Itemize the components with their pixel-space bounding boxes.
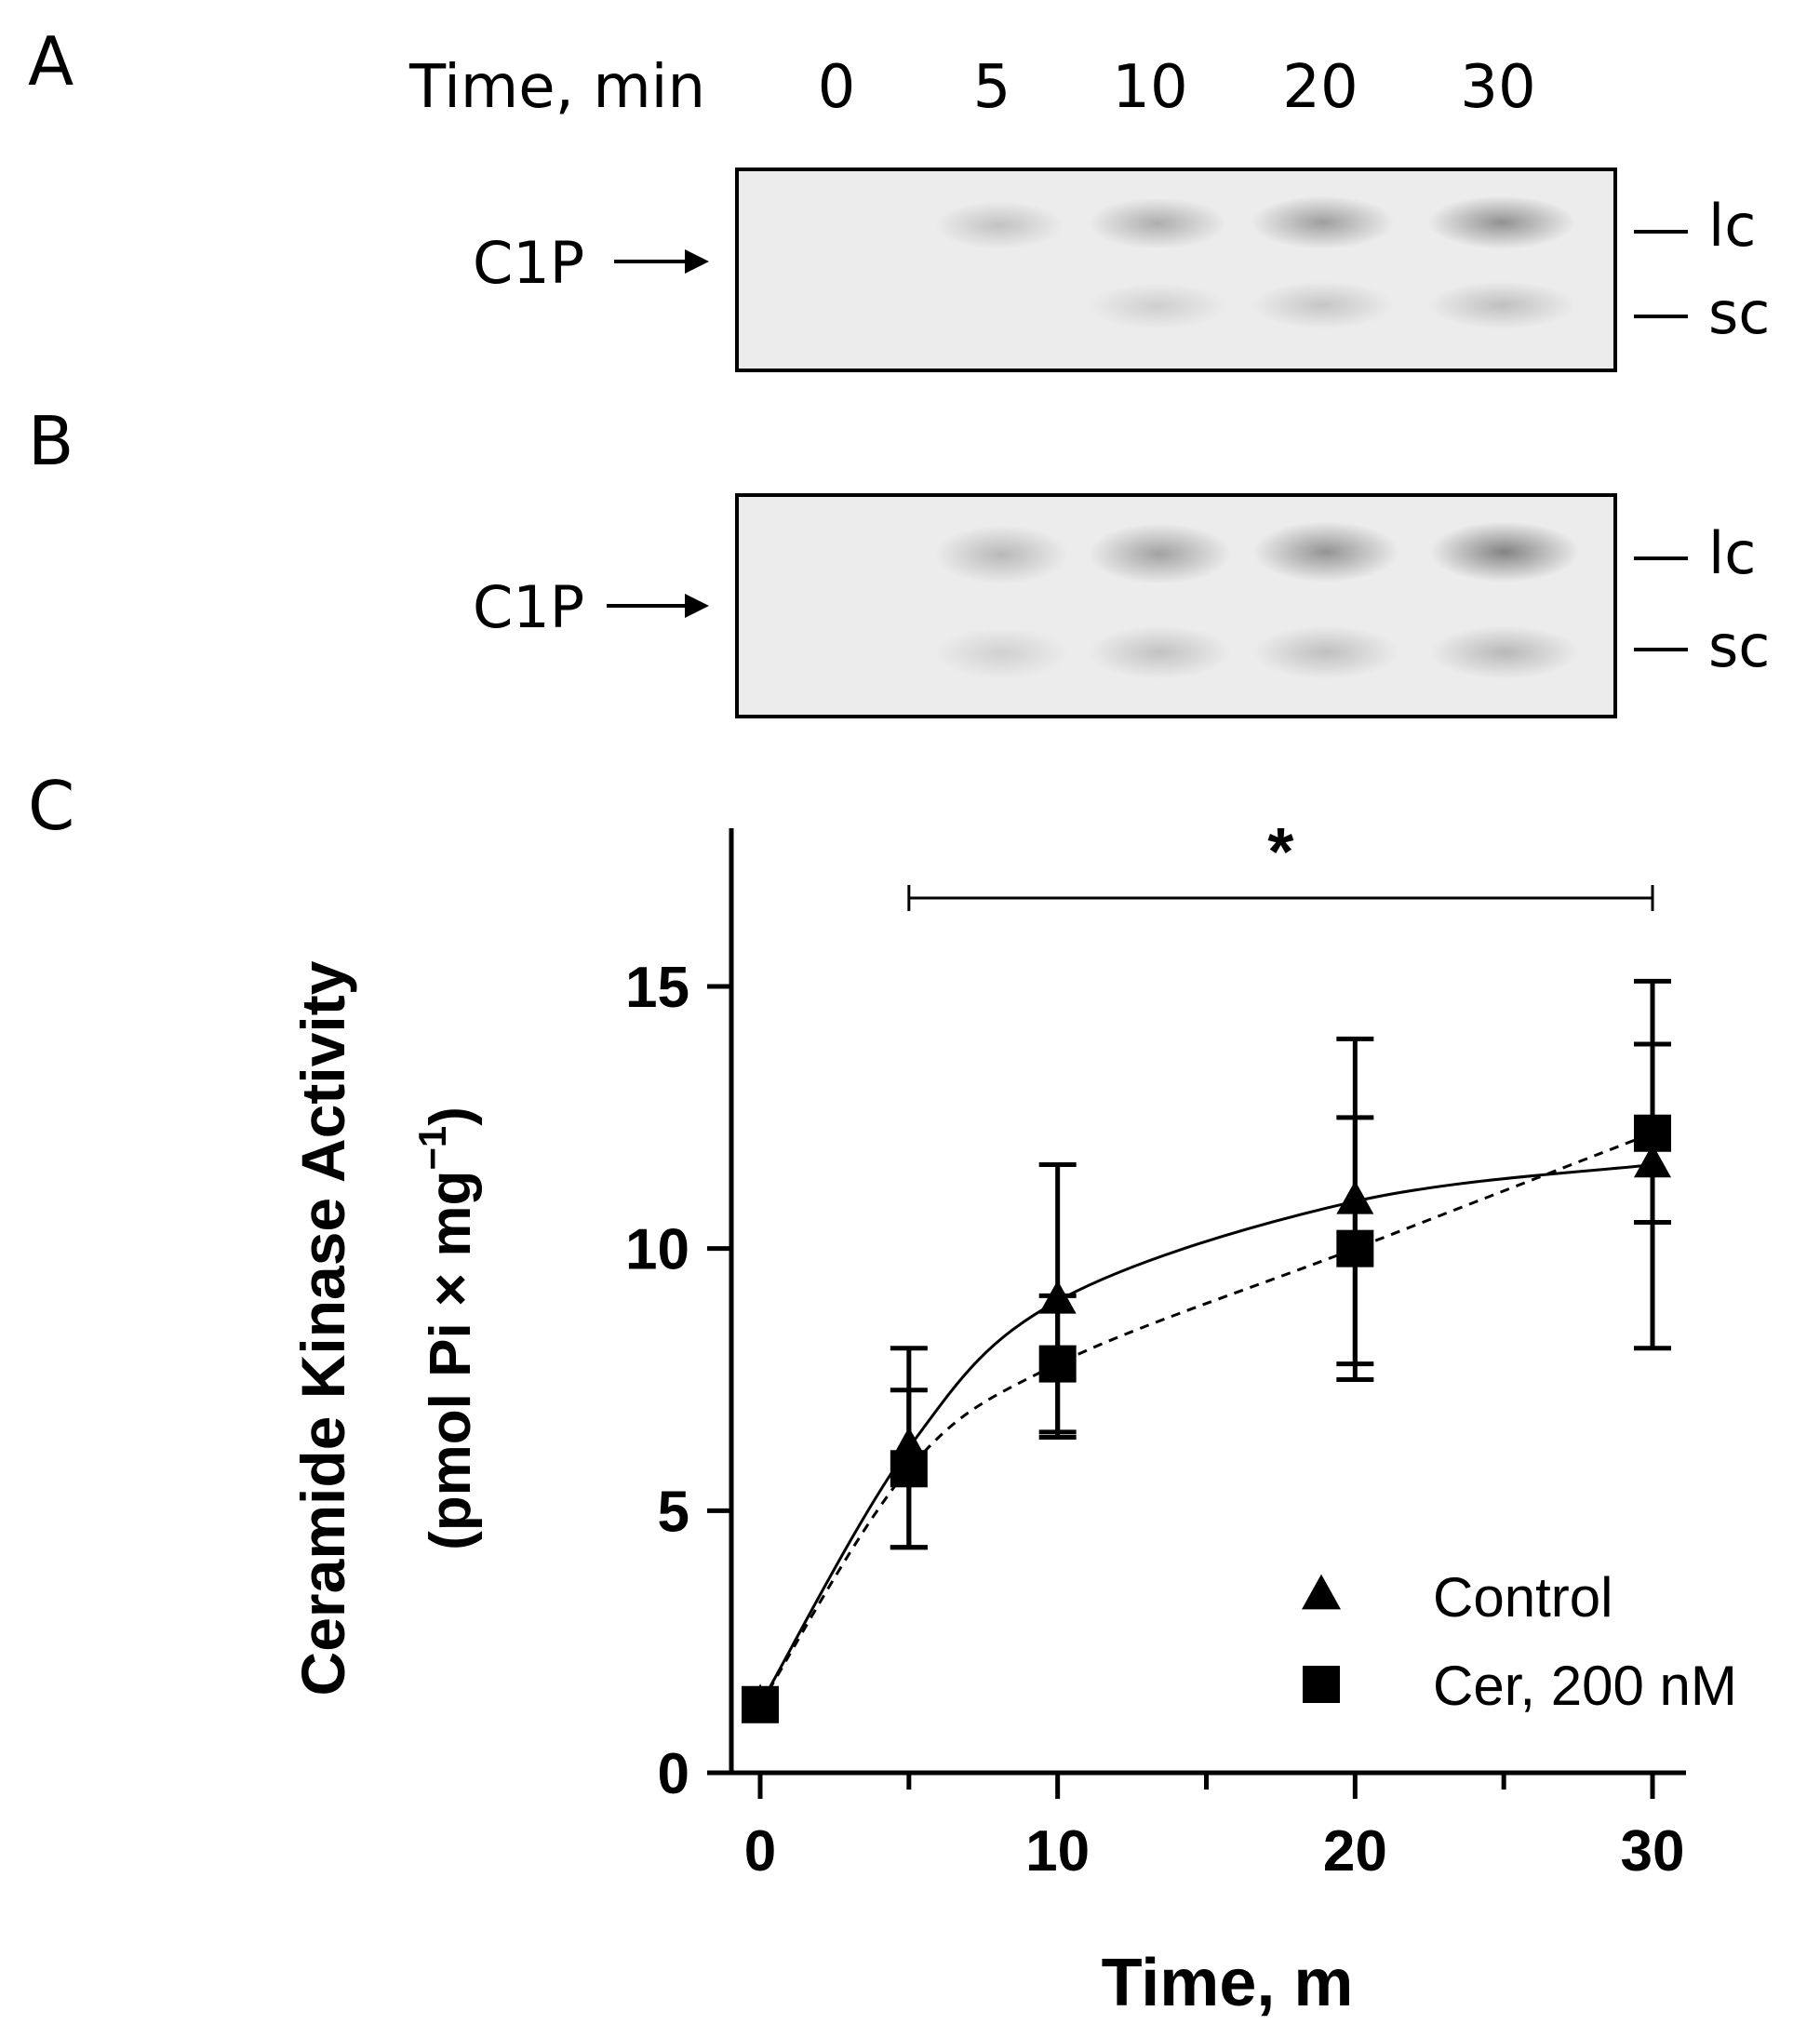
band-lc bbox=[1251, 195, 1395, 249]
lc-marker-line-b bbox=[1634, 556, 1688, 560]
y-axis-label-line2: (pmol Pi × mg−1) bbox=[410, 1106, 483, 1550]
y-tick-label: 15 bbox=[625, 956, 689, 1020]
c1p-label-a: C1P bbox=[473, 229, 585, 297]
significance-star: * bbox=[1267, 815, 1293, 890]
data-point-cer bbox=[1038, 1345, 1077, 1383]
gel-image-a bbox=[735, 168, 1617, 372]
band-sc bbox=[1252, 625, 1399, 679]
lane-label-30: 30 bbox=[1460, 53, 1536, 122]
data-point-control bbox=[1038, 1280, 1077, 1314]
band-lc bbox=[1429, 521, 1580, 583]
data-point-cer bbox=[1336, 1229, 1374, 1267]
legend-marker-cer bbox=[1303, 1666, 1340, 1703]
sc-marker-label-b: sc bbox=[1708, 612, 1771, 680]
c1p-arrow-a bbox=[614, 249, 709, 274]
band-sc bbox=[1429, 625, 1580, 679]
gel-image-b bbox=[735, 493, 1617, 718]
y-tick-label: 5 bbox=[658, 1480, 689, 1544]
band-sc bbox=[934, 627, 1069, 679]
sc-marker-line-b bbox=[1634, 648, 1688, 651]
c1p-arrow-b bbox=[607, 594, 709, 618]
y-tick-label: 10 bbox=[625, 1218, 689, 1282]
y-axis-label-line1: Ceramide Kinase Activity bbox=[288, 960, 357, 1696]
lane-label-0: 0 bbox=[817, 53, 856, 122]
data-point-cer bbox=[1634, 1114, 1671, 1152]
data-point-cer bbox=[890, 1450, 928, 1488]
x-axis-label: Time, m bbox=[1102, 1946, 1354, 2020]
band-sc bbox=[1088, 283, 1227, 329]
band-lc bbox=[1088, 197, 1227, 249]
legend-label-cer: Cer, 200 nM bbox=[1433, 1655, 1737, 1717]
lc-marker-label-a: lc bbox=[1708, 192, 1757, 260]
x-tick-label: 10 bbox=[1025, 1819, 1090, 1884]
band-lc bbox=[1427, 195, 1576, 249]
data-point-cer bbox=[742, 1685, 779, 1723]
lane-label-20: 20 bbox=[1282, 53, 1358, 122]
sc-marker-label-a: sc bbox=[1708, 279, 1771, 347]
band-lc bbox=[1252, 521, 1399, 583]
legend-label-control: Control bbox=[1433, 1566, 1613, 1629]
lc-marker-line-a bbox=[1634, 230, 1688, 234]
sc-marker-line-a bbox=[1634, 315, 1688, 318]
panel-a-letter: A bbox=[28, 22, 74, 101]
data-point-control bbox=[1336, 1180, 1374, 1214]
band-lc bbox=[934, 525, 1069, 584]
x-tick-label: 20 bbox=[1323, 1819, 1387, 1884]
panel-b-letter: B bbox=[28, 402, 74, 480]
lane-label-10: 10 bbox=[1112, 53, 1188, 122]
data-point-control bbox=[1634, 1144, 1671, 1178]
x-tick-label: 30 bbox=[1621, 1819, 1685, 1884]
band-lc bbox=[934, 201, 1064, 249]
lane-label-5: 5 bbox=[972, 53, 1011, 122]
x-tick-label: 0 bbox=[744, 1819, 776, 1884]
band-sc bbox=[1427, 281, 1576, 329]
panel-c-letter: C bbox=[28, 767, 75, 845]
legend-marker-control bbox=[1302, 1574, 1341, 1610]
ceramide-kinase-chart: 0 5 10 15 0 10 20 30 Time, m Ceramide Kinase Acti… bbox=[288, 815, 1737, 2020]
c1p-label-b: C1P bbox=[473, 573, 585, 641]
y-tick-label: 0 bbox=[658, 1742, 689, 1806]
lc-marker-label-b: lc bbox=[1708, 519, 1757, 587]
time-header: Time, min bbox=[409, 53, 705, 122]
band-lc bbox=[1088, 523, 1232, 584]
band-sc bbox=[1088, 625, 1232, 679]
band-sc bbox=[1251, 281, 1395, 329]
series-line-cer bbox=[758, 1132, 1653, 1706]
